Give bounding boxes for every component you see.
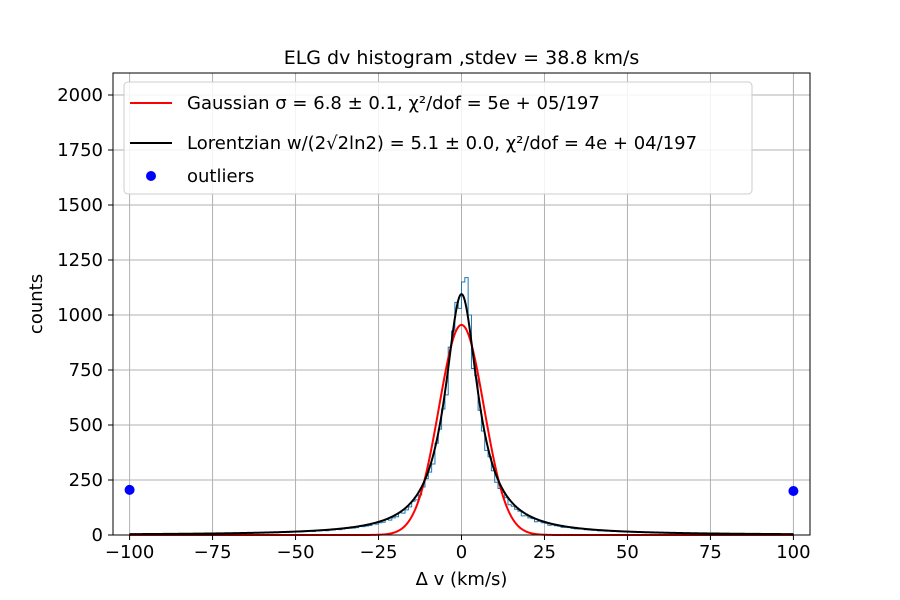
y-axis-label: counts — [26, 274, 47, 334]
chart-title: ELG dv histogram ,stdev = 38.8 km/s — [284, 47, 640, 69]
y-tick-label: 1500 — [57, 195, 103, 216]
legend: Gaussian σ = 6.8 ± 0.1, χ²/dof = 5e + 05… — [123, 81, 753, 195]
legend-swatch-outliers — [146, 171, 156, 181]
outlier-point — [124, 484, 135, 495]
y-tick-label: 2000 — [57, 85, 103, 106]
legend-label-lorentzian: Lorentzian w/(2√2ln2) = 5.1 ± 0.0, χ²/do… — [187, 133, 697, 154]
y-tick-label: 1750 — [57, 140, 103, 161]
legend-box — [123, 81, 753, 195]
outlier-points — [124, 484, 799, 496]
legend-label-outliers: outliers — [187, 166, 254, 187]
y-tick-label: 1250 — [57, 250, 103, 271]
y-tick-label: 500 — [69, 415, 103, 436]
x-tick-label: −75 — [194, 542, 232, 563]
x-tick-label: −50 — [277, 542, 315, 563]
x-tick-label: 100 — [776, 542, 810, 563]
legend-label-gaussian: Gaussian σ = 6.8 ± 0.1, χ²/dof = 5e + 05… — [187, 93, 600, 114]
x-tick-label: 75 — [699, 542, 722, 563]
y-tick-label: 750 — [69, 360, 103, 381]
x-tick-label: 50 — [616, 542, 639, 563]
x-tick-label: −100 — [105, 542, 154, 563]
lorentzian-fit-line — [129, 292, 794, 536]
outlier-point — [788, 486, 799, 496]
x-tick-label: 0 — [456, 542, 467, 563]
x-axis-label: Δ v (km/s) — [416, 569, 508, 590]
axis-ticks: −100 −75 −50 −25 0 25 50 75 10002505007501000125… — [57, 85, 810, 563]
x-tick-label: 25 — [533, 542, 556, 563]
x-tick-label: −25 — [360, 542, 398, 563]
y-tick-label: 0 — [92, 525, 103, 546]
y-tick-label: 1000 — [57, 305, 103, 326]
y-tick-label: 250 — [69, 470, 103, 491]
